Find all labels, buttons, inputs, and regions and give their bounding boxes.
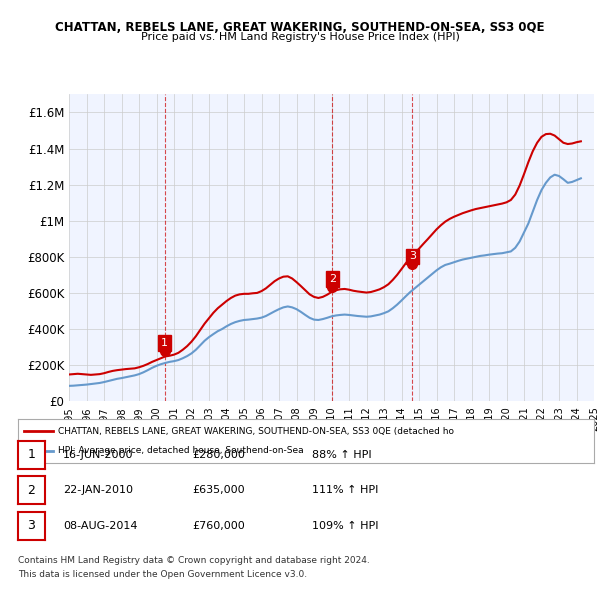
Text: 1: 1 (28, 448, 35, 461)
Text: 22-JAN-2010: 22-JAN-2010 (63, 486, 133, 495)
Text: CHATTAN, REBELS LANE, GREAT WAKERING, SOUTHEND-ON-SEA, SS3 0QE (detached ho: CHATTAN, REBELS LANE, GREAT WAKERING, SO… (58, 427, 454, 436)
Text: £635,000: £635,000 (192, 486, 245, 495)
Text: CHATTAN, REBELS LANE, GREAT WAKERING, SOUTHEND-ON-SEA, SS3 0QE: CHATTAN, REBELS LANE, GREAT WAKERING, SO… (55, 21, 545, 34)
Text: 3: 3 (409, 251, 416, 261)
Text: 2: 2 (329, 274, 336, 284)
Text: This data is licensed under the Open Government Licence v3.0.: This data is licensed under the Open Gov… (18, 571, 307, 579)
Text: HPI: Average price, detached house, Southend-on-Sea: HPI: Average price, detached house, Sout… (58, 446, 304, 455)
Text: 111% ↑ HPI: 111% ↑ HPI (312, 486, 379, 495)
Text: Contains HM Land Registry data © Crown copyright and database right 2024.: Contains HM Land Registry data © Crown c… (18, 556, 370, 565)
Text: 16-JUN-2000: 16-JUN-2000 (63, 450, 133, 460)
Text: Price paid vs. HM Land Registry's House Price Index (HPI): Price paid vs. HM Land Registry's House … (140, 32, 460, 42)
Text: 2: 2 (28, 484, 35, 497)
Text: 3: 3 (28, 519, 35, 532)
Text: 08-AUG-2014: 08-AUG-2014 (63, 521, 137, 530)
Text: £760,000: £760,000 (192, 521, 245, 530)
Text: £280,000: £280,000 (192, 450, 245, 460)
Text: 109% ↑ HPI: 109% ↑ HPI (312, 521, 379, 530)
Text: 88% ↑ HPI: 88% ↑ HPI (312, 450, 371, 460)
Text: 1: 1 (161, 338, 168, 348)
